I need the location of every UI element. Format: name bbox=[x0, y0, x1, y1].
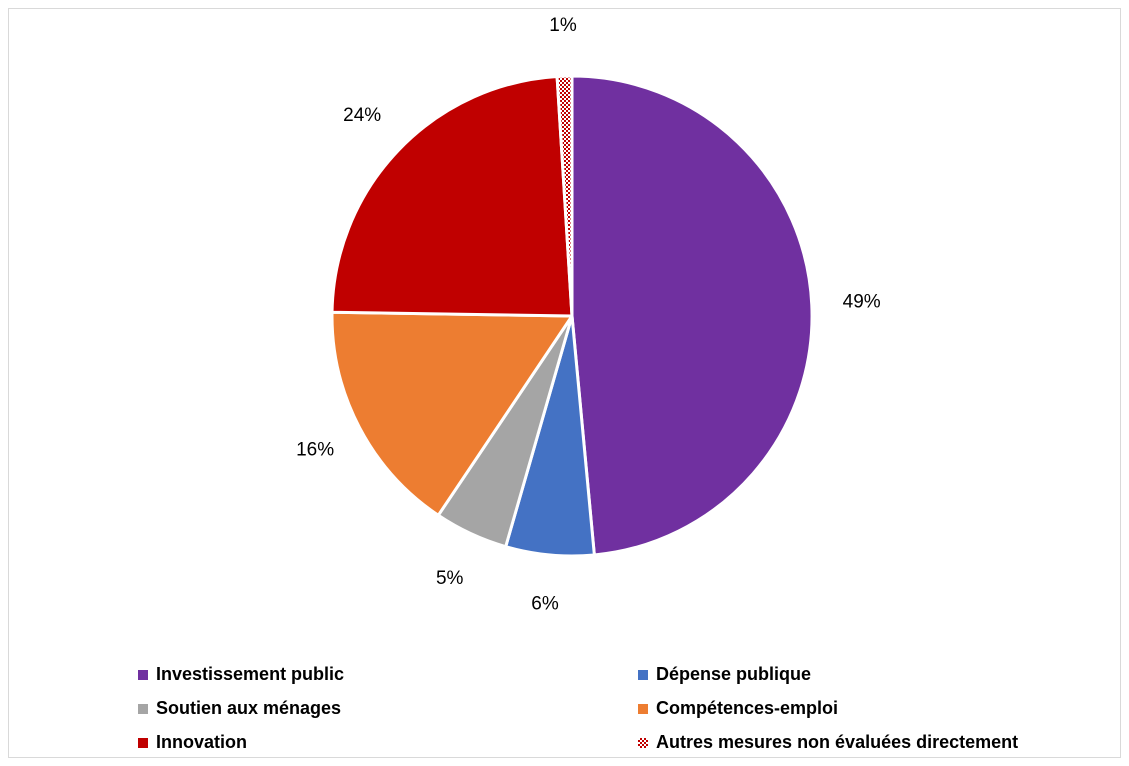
legend-swatch bbox=[138, 703, 148, 714]
data-label-autres-mesures-non-evaluees-directement: 1% bbox=[549, 15, 577, 36]
legend-item-soutien-aux-menages: Soutien aux ménages bbox=[138, 698, 341, 719]
legend-item-depense-publique: Dépense publique bbox=[638, 664, 811, 685]
legend-label: Soutien aux ménages bbox=[156, 698, 342, 718]
slice-competences-emploi bbox=[330, 310, 574, 517]
legend-item-autres-mesures-non-evaluees-directement: Autres mesures non évaluées directement bbox=[638, 732, 1018, 753]
legend-swatch bbox=[638, 669, 648, 680]
data-label-soutien-aux-menages: 5% bbox=[436, 568, 464, 589]
legend-item-investissement-public: Investissement public bbox=[138, 664, 344, 685]
legend-label: Autres mesures non évaluées directement bbox=[656, 732, 1019, 752]
legend-label: Compétences-emploi bbox=[656, 698, 839, 718]
data-label-competences-emploi: 16% bbox=[296, 440, 334, 461]
legend-label: Innovation bbox=[156, 732, 247, 752]
legend-label: Investissement public bbox=[156, 664, 345, 684]
legend-item-competences-emploi: Compétences-emploi bbox=[638, 698, 838, 719]
legend-swatch bbox=[638, 703, 648, 714]
pie-labels: 49% 6% 5% 16% 24% 1% bbox=[296, 15, 881, 615]
slice-autres-mesures-non-evaluees-directement bbox=[555, 74, 574, 318]
data-label-investissement-public: 49% bbox=[843, 292, 881, 313]
slice-investissement-public bbox=[570, 74, 814, 557]
legend-swatch bbox=[638, 737, 648, 748]
legend-item-innovation: Innovation bbox=[138, 732, 247, 753]
legend-swatch bbox=[138, 669, 148, 680]
data-label-depense-publique: 6% bbox=[531, 594, 559, 615]
legend-swatch bbox=[138, 737, 148, 748]
data-label-innovation: 24% bbox=[343, 105, 381, 126]
legend-label: Dépense publique bbox=[656, 664, 812, 684]
pie-slices bbox=[330, 74, 814, 558]
slice-innovation bbox=[330, 74, 574, 318]
